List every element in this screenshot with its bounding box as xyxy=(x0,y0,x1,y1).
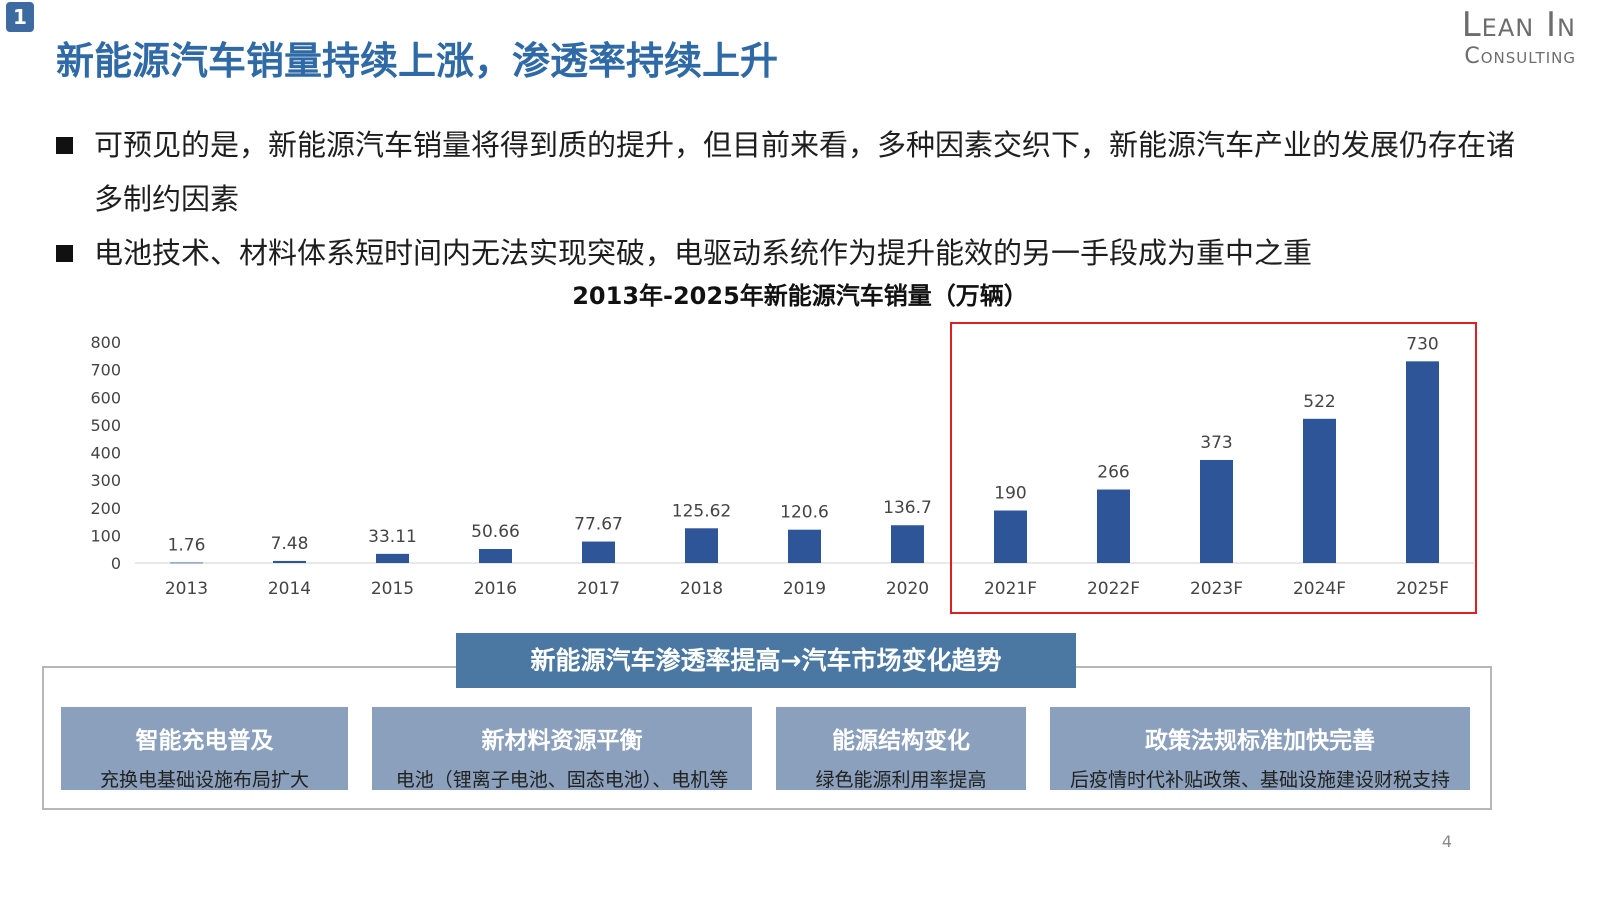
card-title: 智能充电普及 xyxy=(135,728,274,754)
y-tick-label: 0 xyxy=(111,554,121,573)
bar xyxy=(273,560,306,563)
data-label: 730 xyxy=(1406,334,1438,354)
data-label: 266 xyxy=(1097,463,1129,483)
bar xyxy=(891,525,924,563)
card-subtitle: 充换电基础设施布局扩大 xyxy=(99,769,309,791)
bar xyxy=(788,529,821,563)
card-subtitle: 电池（锂离子电池、固态电池）、电机等 xyxy=(395,769,729,791)
trend-card-energy: 能源结构变化 绿色能源利用率提高 xyxy=(776,707,1026,791)
data-label: 50.66 xyxy=(471,522,520,542)
chart-title: 2013年-2025年新能源汽车销量（万辆） xyxy=(572,282,1028,310)
bullet-text: 电池技术、材料体系短时间内无法实现突破，电驱动系统作为提升能效的另一手段成为重中… xyxy=(94,236,1313,270)
page-title: 新能源汽车销量持续上涨，渗透率持续上升 xyxy=(56,39,779,83)
company-logo: Lean In Consulting xyxy=(1462,6,1576,70)
page-number: 4 xyxy=(1441,832,1452,851)
bar xyxy=(1303,418,1336,563)
bar xyxy=(376,553,409,563)
x-tick-label: 2016 xyxy=(474,579,517,599)
x-tick-label: 2024F xyxy=(1293,579,1346,599)
x-tick-label: 2023F xyxy=(1190,579,1243,599)
trend-card-policy: 政策法规标准加快完善 后疫情时代补贴政策、基础设施建设财税支持 xyxy=(1050,707,1470,791)
card-subtitle: 绿色能源利用率提高 xyxy=(815,769,987,791)
trend-header: 新能源汽车渗透率提高→汽车市场变化趋势 xyxy=(456,633,1076,688)
y-tick-label: 500 xyxy=(90,416,121,435)
bullet-item: 可预见的是，新能源汽车销量将得到质的提升，但目前来看，多种因素交织下，新能源汽车… xyxy=(56,118,1536,226)
y-tick-label: 100 xyxy=(90,526,121,545)
card-title: 政策法规标准加快完善 xyxy=(1145,728,1375,754)
forecast-highlight-box xyxy=(950,322,1477,614)
x-tick-label: 2021F xyxy=(984,579,1037,599)
x-tick-label: 2022F xyxy=(1087,579,1140,599)
data-label: 77.67 xyxy=(574,515,623,535)
square-bullet-icon xyxy=(56,137,73,154)
x-tick-label: 2015 xyxy=(371,579,414,599)
card-title: 新材料资源平衡 xyxy=(481,728,643,754)
bar xyxy=(582,541,615,563)
y-tick-label: 200 xyxy=(90,499,121,518)
data-label: 136.7 xyxy=(883,498,932,518)
bar xyxy=(1097,489,1130,563)
bar xyxy=(1200,459,1233,563)
x-tick-label: 2017 xyxy=(577,579,620,599)
data-label: 125.62 xyxy=(672,501,731,521)
square-bullet-icon xyxy=(56,245,73,262)
x-tick-label: 2025F xyxy=(1396,579,1449,599)
bullet-list: 可预见的是，新能源汽车销量将得到质的提升，但目前来看，多种因素交织下，新能源汽车… xyxy=(56,118,1536,280)
trend-card-materials: 新材料资源平衡 电池（锂离子电池、固态电池）、电机等 xyxy=(372,707,752,791)
y-tick-label: 300 xyxy=(90,471,121,490)
y-tick-label: 600 xyxy=(90,388,121,407)
trend-card-charging: 智能充电普及 充换电基础设施布局扩大 xyxy=(61,707,348,791)
bar xyxy=(685,528,718,563)
bar xyxy=(479,549,512,563)
data-label: 33.11 xyxy=(368,527,417,547)
x-tick-label: 2020 xyxy=(886,579,929,599)
x-tick-label: 2019 xyxy=(783,579,826,599)
y-tick-label: 700 xyxy=(90,361,121,380)
data-label: 1.76 xyxy=(168,536,206,556)
bullet-item: 电池技术、材料体系短时间内无法实现突破，电驱动系统作为提升能效的另一手段成为重中… xyxy=(56,226,1536,280)
x-tick-label: 2013 xyxy=(165,579,208,599)
bar xyxy=(170,562,203,564)
sales-bar-chart: 0 100 200 300 400 500 600 700 800 1.76 2013 7.48 201… xyxy=(90,322,1477,614)
bullet-text: 可预见的是，新能源汽车销量将得到质的提升，但目前来看，多种因素交织下，新能源汽车… xyxy=(94,128,1516,216)
x-tick-label: 2014 xyxy=(268,579,311,599)
bar xyxy=(1406,361,1439,563)
bar xyxy=(994,510,1027,563)
logo-line-2: Consulting xyxy=(1464,44,1576,69)
logo-line-1: Lean In xyxy=(1461,5,1576,45)
card-title: 能源结构变化 xyxy=(832,728,970,754)
x-tick-label: 2018 xyxy=(680,579,723,599)
card-subtitle: 后疫情时代补贴政策、基础设施建设财税支持 xyxy=(1069,769,1450,791)
data-label: 120.6 xyxy=(780,503,829,523)
data-label: 373 xyxy=(1200,433,1232,453)
data-label: 7.48 xyxy=(271,534,309,554)
y-tick-label: 800 xyxy=(90,333,121,352)
data-label: 190 xyxy=(994,484,1026,504)
y-tick-label: 400 xyxy=(90,444,121,463)
slide-number-badge: 1 xyxy=(6,2,34,32)
data-label: 522 xyxy=(1303,392,1335,412)
